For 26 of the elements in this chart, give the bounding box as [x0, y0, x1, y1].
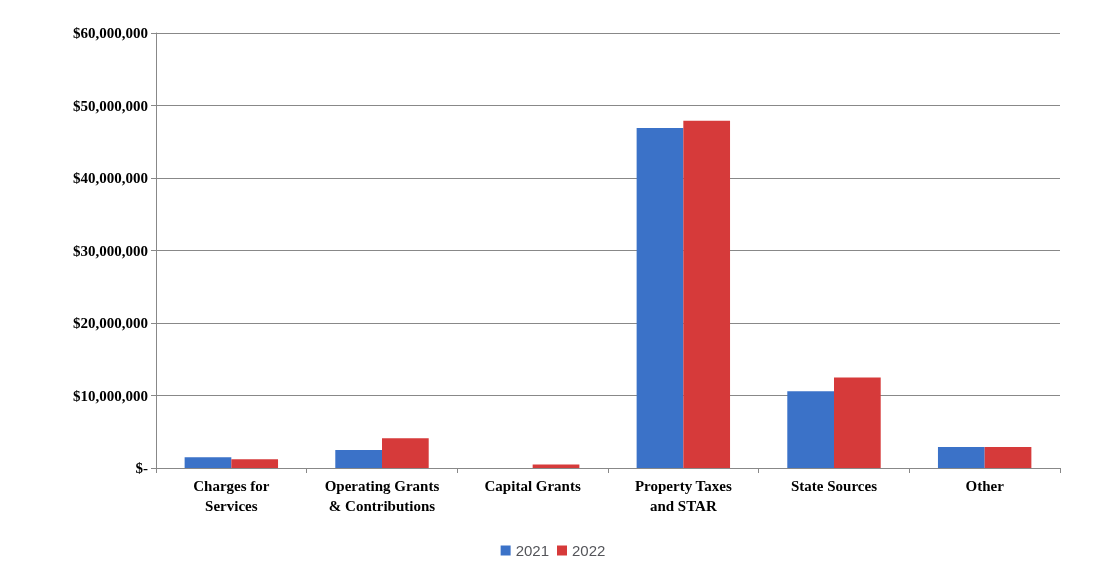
legend-label: 2022 — [572, 542, 606, 559]
bar — [984, 446, 1032, 468]
bar — [532, 464, 580, 468]
x-tick-label: Operating Grants & Contributions — [324, 478, 440, 514]
x-tick-label: Charges for Services — [193, 478, 270, 514]
x-tick-label: Capital Grants — [484, 478, 581, 494]
legend-label: 2021 — [515, 542, 550, 559]
x-tick-label: State Sources — [791, 478, 878, 494]
bar — [937, 446, 985, 468]
bar — [834, 377, 881, 468]
x-tick-label: Property Taxes and STAR — [634, 478, 732, 514]
y-tick-label: $40,000,000 — [73, 170, 148, 186]
bar — [787, 391, 834, 468]
x-tick-label: Other — [965, 478, 1005, 494]
y-tick-label: $30,000,000 — [73, 242, 148, 259]
bar — [636, 127, 684, 468]
bar — [231, 459, 279, 468]
y-tick-label: $50,000,000 — [73, 97, 148, 114]
y-tick-label: $20,000,000 — [73, 315, 148, 331]
bar — [184, 457, 232, 468]
bar — [683, 120, 731, 468]
y-tick-label: $- — [135, 460, 148, 476]
y-tick-label: $60,000,000 — [73, 25, 148, 41]
y-tick-label: $10,000,000 — [73, 387, 148, 404]
bar — [335, 449, 382, 468]
bar — [382, 438, 429, 468]
